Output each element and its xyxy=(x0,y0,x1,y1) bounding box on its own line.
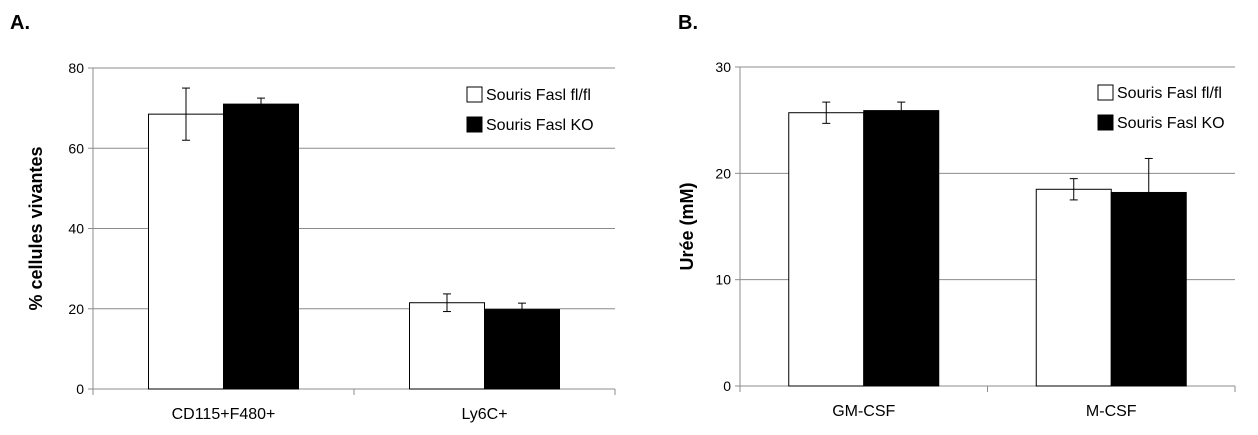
panel-label: B. xyxy=(678,12,698,34)
legend-entry: Souris Fasl KO xyxy=(486,117,594,134)
y-tick-label: 30 xyxy=(715,59,731,75)
y-tick-label: 40 xyxy=(68,221,84,237)
bar xyxy=(788,112,865,387)
bar xyxy=(223,103,299,390)
chart-panel-b: B. 0 10 20 30 GM-CSF M-CSF Urée (mM) Souris Fas… xyxy=(630,0,1258,435)
y-axis-label: Urée (mM) xyxy=(677,182,697,270)
bar xyxy=(148,113,224,390)
y-tick-label: 10 xyxy=(715,272,731,288)
panel-label: A. xyxy=(10,12,30,34)
bar xyxy=(409,302,485,390)
bar xyxy=(863,110,940,387)
y-tick-label: 20 xyxy=(68,301,84,317)
y-tick-label: 60 xyxy=(68,140,84,156)
y-tick-label: 80 xyxy=(68,60,84,76)
bar xyxy=(484,309,560,390)
legend-swatch xyxy=(466,116,483,133)
legend-entry: Souris Fasl KO xyxy=(1117,115,1225,132)
y-tick-label: 0 xyxy=(76,381,84,397)
legend-swatch xyxy=(1097,84,1114,101)
y-axis-label: % cellules vivantes xyxy=(26,146,46,310)
legend-entry: Souris Fasl fl/fl xyxy=(486,87,591,104)
x-tick-label: CD115+F480+ xyxy=(172,406,276,423)
y-tick-label: 0 xyxy=(723,378,731,394)
bar xyxy=(1035,188,1112,387)
legend-swatch xyxy=(466,86,483,103)
x-tick-label: M-CSF xyxy=(1086,403,1137,420)
x-tick-label: GM-CSF xyxy=(832,403,895,420)
chart-b-svg: 0 10 20 30 GM-CSF M-CSF Urée (mM) Souris Fasl f… xyxy=(677,59,1236,420)
chart-a-svg: 0 20 40 60 80 CD115+F480+ Ly6C+ % cellules viva… xyxy=(26,60,616,423)
legend-entry: Souris Fasl fl/fl xyxy=(1117,85,1222,102)
y-tick-label: 20 xyxy=(715,165,731,181)
chart-panel-a: A. 0 20 40 60 80 CD115+F480+ Ly6C+ % cellules v… xyxy=(10,12,616,423)
x-tick-label: Ly6C+ xyxy=(461,406,507,423)
legend-swatch xyxy=(1097,114,1114,131)
